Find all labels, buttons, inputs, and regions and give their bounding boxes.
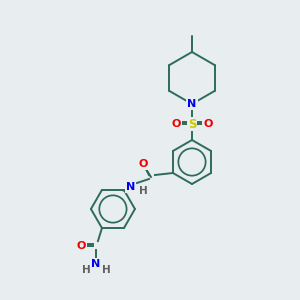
Text: O: O [76, 241, 86, 251]
Text: O: O [138, 159, 148, 169]
Text: N: N [188, 99, 196, 109]
Text: N: N [91, 259, 101, 269]
Text: H: H [102, 265, 110, 275]
Text: N: N [126, 182, 136, 192]
Text: H: H [82, 265, 90, 275]
Text: S: S [188, 118, 196, 130]
Text: H: H [139, 186, 147, 196]
Text: O: O [171, 119, 181, 129]
Text: O: O [203, 119, 213, 129]
